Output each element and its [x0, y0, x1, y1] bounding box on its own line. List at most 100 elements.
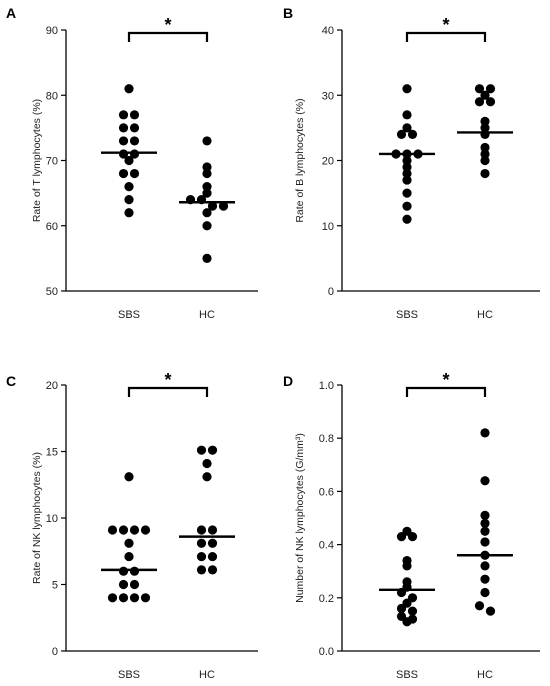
y-axis-title: Number of NK lymphocytes (G/mm³): [294, 433, 306, 603]
panel-letter: B: [283, 5, 293, 21]
data-point: [202, 136, 212, 146]
data-point: [207, 551, 218, 562]
data-point: [202, 472, 212, 482]
data-point: [107, 593, 118, 603]
data-point: [218, 201, 229, 211]
data-point: [118, 593, 129, 603]
data-point: [118, 110, 129, 120]
data-point: [396, 129, 407, 139]
panel-c: C 0 5 10 15 20 Rate of NK lymphocytes (%) SBS HC…: [6, 370, 258, 681]
x-category-label: HC: [199, 669, 215, 681]
data-point: [202, 182, 212, 192]
y-tick-label: 0: [52, 646, 58, 658]
data-point: [129, 525, 140, 535]
y-tick-label: 40: [322, 25, 334, 37]
data-point: [124, 538, 134, 548]
data-point: [202, 253, 212, 263]
y-axis-title: Rate of NK lymphocytes (%): [31, 452, 43, 584]
data-point: [207, 565, 218, 575]
data-point: [485, 606, 496, 616]
data-point: [407, 129, 418, 139]
y-tick-label: 10: [46, 513, 58, 525]
data-point: [407, 606, 418, 616]
data-point: [480, 537, 490, 547]
y-tick-label: 0.2: [319, 593, 334, 605]
data-point: [202, 221, 212, 231]
data-point: [207, 445, 218, 455]
data-point: [129, 593, 140, 603]
data-point: [396, 603, 407, 614]
y-tick-label: 20: [46, 380, 58, 392]
data-point: [196, 445, 207, 455]
significance-star: *: [442, 15, 449, 35]
data-point: [118, 136, 129, 146]
data-point: [107, 525, 118, 535]
data-point: [202, 162, 212, 172]
data-point: [124, 551, 134, 562]
y-tick-label: 90: [46, 25, 58, 37]
data-point: [480, 168, 490, 179]
data-point: [202, 188, 212, 198]
data-point: [118, 123, 129, 133]
data-point: [480, 129, 490, 139]
y-tick-label: 80: [46, 90, 58, 102]
panel-letter: D: [283, 373, 293, 389]
data-point: [402, 123, 412, 133]
significance-bracket: [127, 386, 209, 397]
x-category-label: HC: [477, 309, 493, 321]
data-point: [140, 593, 151, 603]
x-category-label: SBS: [396, 669, 418, 681]
x-category-label: SBS: [118, 309, 140, 321]
y-tick-label: 30: [322, 90, 334, 102]
data-point: [485, 97, 496, 107]
data-point: [480, 123, 490, 133]
x-category-label: HC: [477, 669, 493, 681]
data-point: [402, 175, 412, 185]
data-point: [480, 526, 490, 536]
data-point: [407, 532, 418, 542]
panel-a: A 50 60 70 80 90 Rate of T lymphocytes (%) SBS H…: [6, 5, 258, 321]
data-point: [474, 84, 485, 94]
data-point: [402, 188, 412, 198]
data-point: [402, 561, 412, 571]
data-point: [207, 201, 218, 211]
data-point: [480, 149, 490, 159]
y-tick-label: 0.0: [319, 646, 334, 658]
y-tick-label: 0.6: [319, 486, 334, 498]
y-tick-label: 50: [46, 286, 58, 298]
significance-star: *: [164, 370, 171, 390]
data-point: [396, 532, 407, 542]
data-point: [129, 110, 140, 120]
data-point: [480, 587, 490, 598]
data-point: [129, 136, 140, 146]
significance-star: *: [164, 15, 171, 35]
data-point: [480, 142, 490, 153]
y-axis-title: Rate of B lymphocytes (%): [294, 98, 306, 222]
data-point: [118, 168, 129, 179]
significance-star: *: [442, 370, 449, 390]
y-axis-title: Rate of T lymphocytes (%): [31, 99, 43, 222]
data-point: [480, 476, 490, 486]
data-point: [129, 123, 140, 133]
y-tick-label: 0: [328, 286, 334, 298]
data-point: [129, 579, 140, 590]
y-tick-label: 0.8: [319, 433, 334, 445]
y-tick-label: 15: [46, 447, 58, 459]
data-point: [124, 208, 134, 218]
significance-bracket: [127, 31, 209, 42]
y-tick-label: 60: [46, 221, 58, 233]
x-category-label: SBS: [118, 669, 140, 681]
data-point: [480, 574, 490, 584]
data-point: [402, 110, 412, 120]
data-point: [480, 518, 490, 528]
data-point: [202, 168, 212, 179]
data-point: [402, 84, 412, 94]
significance-bracket: [405, 31, 487, 42]
data-point: [118, 525, 129, 535]
data-point: [118, 579, 129, 590]
data-point: [196, 551, 207, 562]
data-point: [402, 617, 412, 627]
y-tick-label: 20: [322, 156, 334, 168]
data-point: [124, 182, 134, 192]
